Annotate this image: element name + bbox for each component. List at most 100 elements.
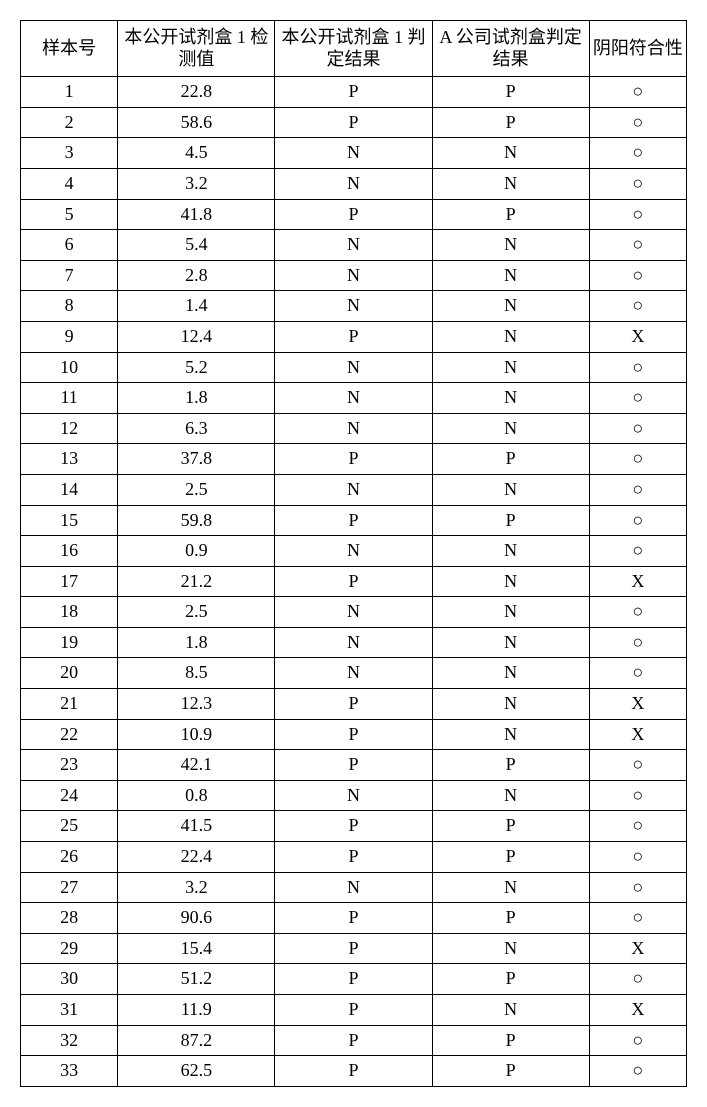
table-cell: 27 [21,872,118,903]
table-cell: 0.8 [118,780,275,811]
table-cell: N [275,138,432,169]
table-cell: ○ [589,750,686,781]
table-cell: N [275,230,432,261]
table-cell: 2.8 [118,260,275,291]
table-row: 126.3NN○ [21,413,687,444]
table-cell: ○ [589,842,686,873]
table-cell: P [432,199,589,230]
table-row: 2210.9PNX [21,719,687,750]
table-cell: N [275,658,432,689]
table-cell: 32 [21,1025,118,1056]
table-row: 273.2NN○ [21,872,687,903]
table-cell: ○ [589,444,686,475]
table-row: 2112.3PNX [21,689,687,720]
table-cell: P [432,842,589,873]
table-cell: 37.8 [118,444,275,475]
header-row: 样本号 本公开试剂盒 1 检测值 本公开试剂盒 1 判定结果 A 公司试剂盒判定… [21,21,687,77]
table-cell: 12.4 [118,321,275,352]
table-cell: 24 [21,780,118,811]
table-cell: 41.5 [118,811,275,842]
table-cell: P [432,77,589,108]
table-cell: 51.2 [118,964,275,995]
table-cell: N [432,597,589,628]
table-cell: 26 [21,842,118,873]
table-row: 1559.8PP○ [21,505,687,536]
table-row: 1337.8PP○ [21,444,687,475]
table-cell: 2.5 [118,474,275,505]
table-row: 3051.2PP○ [21,964,687,995]
table-cell: ○ [589,168,686,199]
table-cell: ○ [589,383,686,414]
table-cell: 41.8 [118,199,275,230]
table-cell: 3.2 [118,872,275,903]
table-row: 1721.2PNX [21,566,687,597]
table-cell: ○ [589,474,686,505]
table-cell: 30 [21,964,118,995]
table-row: 72.8NN○ [21,260,687,291]
table-cell: P [275,444,432,475]
table-cell: 3 [21,138,118,169]
table-cell: N [432,689,589,720]
table-cell: N [275,291,432,322]
table-cell: N [432,291,589,322]
col-header-match: 阴阳符合性 [589,21,686,77]
table-cell: 17 [21,566,118,597]
table-cell: P [275,842,432,873]
table-cell: 33 [21,1056,118,1087]
table-row: 111.8NN○ [21,383,687,414]
table-cell: N [432,168,589,199]
table-cell: 2 [21,107,118,138]
table-cell: N [432,780,589,811]
table-cell: 4.5 [118,138,275,169]
table-row: 142.5NN○ [21,474,687,505]
table-cell: ○ [589,138,686,169]
table-cell: ○ [589,107,686,138]
table-cell: P [432,1056,589,1087]
table-row: 2342.1PP○ [21,750,687,781]
table-cell: 12 [21,413,118,444]
table-cell: 1 [21,77,118,108]
table-cell: ○ [589,1056,686,1087]
table-cell: N [432,230,589,261]
table-cell: 14 [21,474,118,505]
table-row: 2915.4PNX [21,933,687,964]
table-row: 182.5NN○ [21,597,687,628]
table-cell: 5.2 [118,352,275,383]
table-cell: ○ [589,352,686,383]
table-cell: N [275,597,432,628]
table-cell: 42.1 [118,750,275,781]
table-cell: 1.8 [118,627,275,658]
table-cell: ○ [589,77,686,108]
table-cell: 23 [21,750,118,781]
table-cell: 31 [21,995,118,1026]
table-row: 208.5NN○ [21,658,687,689]
table-row: 541.8PP○ [21,199,687,230]
table-cell: N [275,780,432,811]
table-cell: 11.9 [118,995,275,1026]
table-cell: 58.6 [118,107,275,138]
table-row: 2541.5PP○ [21,811,687,842]
table-cell: 21 [21,689,118,720]
table-cell: P [275,903,432,934]
table-cell: P [432,107,589,138]
table-cell: 87.2 [118,1025,275,1056]
table-cell: N [275,168,432,199]
table-cell: P [275,933,432,964]
table-cell: N [432,566,589,597]
table-cell: 6 [21,230,118,261]
table-cell: P [275,689,432,720]
table-cell: P [275,1025,432,1056]
table-cell: 15 [21,505,118,536]
table-cell: P [275,107,432,138]
table-cell: N [275,872,432,903]
table-cell: 7 [21,260,118,291]
table-row: 65.4NN○ [21,230,687,261]
table-cell: 16 [21,536,118,567]
table-cell: X [589,689,686,720]
table-cell: N [432,383,589,414]
table-cell: P [275,321,432,352]
table-cell: 5 [21,199,118,230]
table-cell: P [275,750,432,781]
table-cell: ○ [589,536,686,567]
table-cell: ○ [589,505,686,536]
